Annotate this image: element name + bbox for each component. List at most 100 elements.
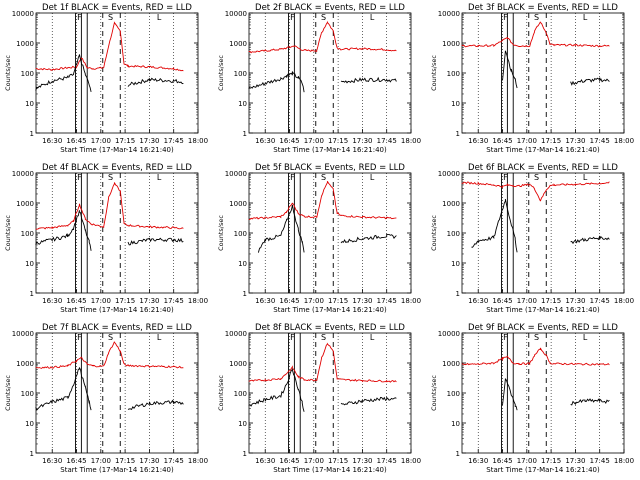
y-tick-label: 1000 [442,40,460,48]
marker-label: F [290,13,295,22]
marker-label: S [534,333,539,342]
y-tick-label: 100 [21,230,34,238]
y-tick-label: 10000 [225,170,247,178]
plot-svg: Det 7f BLACK = Events, RED = LLD 10000 100… [4,323,208,474]
marker-label: L [370,333,375,342]
plot-svg: Det 2f BLACK = Events, RED = LLD 10000 100… [217,3,421,154]
x-tick-label: 17:30 [139,457,159,465]
x-tick-label: 17:00 [517,457,537,465]
y-tick-label: 1 [30,130,34,138]
events-series-line [127,399,184,411]
plot-svg: Det 1f BLACK = Events, RED = LLD 10000 100… [4,3,208,154]
x-tick-label: 17:00 [517,137,537,145]
x-tick-label: 16:45 [492,137,512,145]
y-tick-label: 10 [238,100,247,108]
y-tick-label: 10000 [225,10,247,18]
x-tick-label: 16:30 [468,297,488,305]
events-series-line [340,76,397,84]
x-tick-label: 16:45 [279,137,299,145]
x-tick-label: 16:30 [42,297,62,305]
x-axis-label: Start Time (17-Mar-14 16:21:40) [486,306,600,314]
y-tick-label: 10 [451,260,460,268]
events-series-line [248,368,305,412]
events-series-line [127,77,184,87]
y-tick-label: 1 [456,130,460,138]
y-tick-label: 1 [243,290,247,298]
plot-svg: Det 4f BLACK = Events, RED = LLD 10000 100… [4,163,208,314]
marker-label: L [370,173,375,182]
marker-label: L [157,333,162,342]
x-tick-label: 18:00 [401,137,421,145]
x-tick-label: 16:45 [66,457,86,465]
x-tick-label: 17:15 [115,137,135,145]
x-tick-label: 17:30 [352,457,372,465]
events-series-line [35,367,92,411]
plot-title: Det 1f BLACK = Events, RED = LLD [42,3,192,13]
events-series-line [257,204,305,253]
x-tick-label: 17:15 [328,137,348,145]
y-tick-label: 100 [21,390,34,398]
x-tick-label: 17:00 [304,457,324,465]
x-tick-label: 18:00 [401,457,421,465]
x-tick-label: 18:00 [188,297,208,305]
y-tick-label: 100 [234,230,247,238]
x-tick-label: 17:45 [377,297,397,305]
x-tick-label: 17:15 [541,137,561,145]
x-axis-label: Start Time (17-Mar-14 16:21:40) [60,306,174,314]
marker-label: F [77,333,82,342]
events-series-line [248,70,305,93]
y-tick-label: 1000 [442,200,460,208]
x-tick-label: 17:00 [91,457,111,465]
x-tick-label: 17:15 [541,297,561,305]
x-tick-label: 16:30 [255,297,275,305]
events-series-line [471,199,518,253]
x-axis-label: Start Time (17-Mar-14 16:21:40) [60,146,174,154]
x-axis-label: Start Time (17-Mar-14 16:21:40) [486,146,600,154]
events-series-line [502,50,518,89]
marker-label: L [583,13,588,22]
y-tick-label: 10 [238,260,247,268]
x-tick-label: 16:45 [492,297,512,305]
x-tick-label: 17:45 [590,297,610,305]
marker-label: L [583,173,588,182]
marker-label: F [503,13,508,22]
y-tick-label: 100 [21,70,34,78]
x-tick-label: 18:00 [401,297,421,305]
plot-title: Det 6f BLACK = Events, RED = LLD [468,163,618,173]
detector-plot: Det 8f BLACK = Events, RED = LLD 10000 100… [213,320,426,480]
y-tick-label: 10000 [438,10,460,18]
y-axis-label: Counts/sec [4,55,12,91]
x-tick-label: 16:30 [42,457,62,465]
x-tick-label: 17:45 [377,137,397,145]
y-axis-label: Counts/sec [430,215,438,251]
lld-series-line [461,347,610,366]
lld-series-line [248,342,397,383]
events-series-line [35,54,92,92]
x-tick-label: 17:15 [328,297,348,305]
plot-title: Det 9f BLACK = Events, RED = LLD [468,323,618,333]
x-tick-label: 17:30 [139,137,159,145]
x-tick-label: 17:00 [91,297,111,305]
y-tick-label: 10000 [438,170,460,178]
marker-label: F [77,173,82,182]
y-tick-label: 1000 [442,360,460,368]
marker-label: S [108,173,113,182]
lld-series-line [248,20,397,54]
x-tick-label: 17:30 [565,137,585,145]
x-tick-label: 18:00 [614,457,634,465]
y-tick-label: 100 [234,70,247,78]
x-tick-label: 17:45 [164,137,184,145]
x-tick-label: 16:30 [468,137,488,145]
events-series-line [502,378,518,411]
x-tick-label: 17:45 [164,297,184,305]
lld-series-line [35,341,184,369]
x-axis-label: Start Time (17-Mar-14 16:21:40) [273,146,387,154]
x-tick-label: 18:00 [188,137,208,145]
y-tick-label: 100 [447,230,460,238]
y-tick-label: 100 [447,70,460,78]
detector-plot: Det 3f BLACK = Events, RED = LLD 10000 100… [426,0,639,160]
y-tick-label: 100 [447,390,460,398]
x-tick-label: 16:30 [255,137,275,145]
events-series-line [570,77,610,86]
x-tick-label: 18:00 [188,457,208,465]
